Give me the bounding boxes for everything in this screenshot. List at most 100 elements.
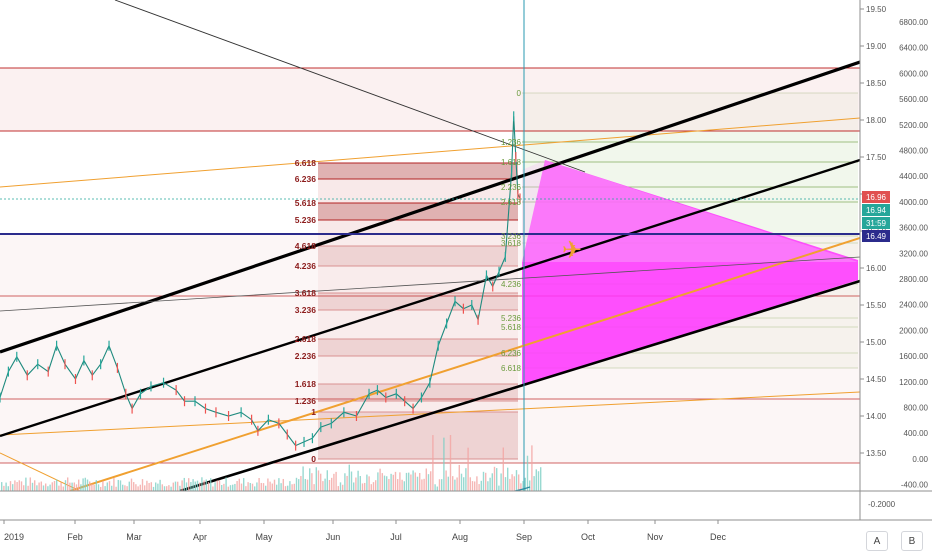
- volume-bar: [100, 486, 102, 491]
- volume-bar: [238, 478, 240, 491]
- volume-bar: [192, 479, 194, 491]
- volume-bar: [280, 483, 282, 491]
- descending-trendline: [114, 0, 586, 173]
- volume-bar: [122, 484, 124, 491]
- price-tick-label: 16.00: [866, 264, 887, 273]
- volume-bar: [324, 478, 326, 491]
- fib-green-level-label: 0: [517, 89, 522, 98]
- volume-bar: [9, 481, 12, 491]
- volume-bar: [344, 473, 346, 491]
- auto-scale-button[interactable]: A: [866, 531, 888, 551]
- fib-red-band: [318, 163, 518, 179]
- volume-bar: [102, 481, 104, 491]
- volume-bar: [31, 482, 34, 491]
- fib-red-level-label: 1.618: [295, 379, 317, 389]
- price-tick-label: 14.50: [866, 375, 887, 384]
- volume-bar: [449, 435, 452, 491]
- volume-bar: [161, 484, 163, 491]
- volume-bar: [518, 474, 520, 491]
- volume-bar: [524, 477, 526, 491]
- volume-bar: [454, 479, 456, 491]
- volume-bar: [315, 467, 317, 491]
- volume-bar: [243, 478, 245, 491]
- volume-bar: [364, 482, 366, 491]
- log-scale-button[interactable]: B: [901, 531, 923, 551]
- volume-bar: [20, 481, 23, 491]
- volume-bar: [311, 473, 313, 491]
- volume-bar: [401, 479, 403, 491]
- volume-bar: [513, 476, 515, 491]
- triangle-upper-shade: [522, 160, 858, 262]
- volume-bar: [509, 478, 511, 491]
- volume-bar: [240, 483, 243, 491]
- volume-bar: [441, 479, 443, 491]
- volume-bar: [234, 483, 236, 491]
- volume-bar: [474, 481, 476, 491]
- volume-bar: [408, 472, 410, 491]
- oscillator-tick-label: -0.2000: [868, 500, 896, 509]
- volume-bar: [507, 467, 509, 491]
- volume-bar: [194, 481, 196, 491]
- volume-bar: [7, 486, 9, 491]
- volume-bar: [93, 484, 95, 491]
- volume-bar: [86, 479, 89, 491]
- volume-bar: [471, 481, 474, 491]
- volume-bar: [309, 468, 311, 491]
- volume-bar: [368, 476, 370, 491]
- fib-red-level-label: 1.236: [295, 396, 317, 406]
- time-tick-label: Jun: [326, 532, 341, 542]
- volume-bar: [403, 481, 405, 491]
- volume-bar: [302, 466, 304, 491]
- orange-trendline-main: [69, 237, 860, 491]
- volume-bar: [181, 480, 183, 491]
- volume-bar: [256, 482, 258, 491]
- time-tick-label: 2019: [4, 532, 24, 542]
- time-tick-label: Mar: [126, 532, 142, 542]
- volume-bar: [119, 480, 122, 491]
- volume-bar: [355, 477, 357, 491]
- volume-bar: [491, 473, 493, 491]
- price-tag-label: 31:59: [866, 219, 887, 228]
- volume-bar: [245, 486, 247, 491]
- volume-bar: [262, 483, 265, 491]
- magenta-triangle-pattern: [522, 160, 858, 385]
- volume-bar: [458, 464, 460, 491]
- volume-bar: [359, 476, 361, 491]
- volume-bar: [337, 486, 339, 491]
- volume-tick-label: 3600.00: [899, 224, 928, 233]
- volume-bar: [25, 477, 27, 491]
- volume-bar: [69, 482, 71, 491]
- time-tick-label: Nov: [647, 532, 664, 542]
- volume-bar: [273, 479, 276, 491]
- time-tick-label: May: [255, 532, 273, 542]
- volume-bar: [267, 478, 269, 491]
- volume-bar: [67, 477, 69, 491]
- plot-area: [0, 0, 860, 491]
- volume-bar: [146, 480, 148, 491]
- price-tick-label: 15.50: [866, 301, 887, 310]
- volume-bar: [304, 478, 306, 491]
- price-tag-background: [862, 191, 890, 203]
- volume-bar: [357, 470, 359, 491]
- volume-bar: [203, 480, 205, 491]
- volume-bar: [287, 485, 289, 491]
- volume-bar: [432, 435, 434, 491]
- volume-bar: [526, 455, 529, 491]
- volume-bar: [29, 477, 31, 491]
- fib-red-level-label: 5.618: [295, 198, 317, 208]
- volume-bar: [152, 486, 155, 491]
- fib-red-level-label: 2.236: [295, 351, 317, 361]
- volume-bar: [293, 483, 295, 491]
- fib-red-level-label: 5.236: [295, 215, 317, 225]
- volume-bar: [64, 480, 67, 491]
- volume-bar: [5, 482, 7, 491]
- volume-bar: [342, 484, 344, 491]
- volume-bar: [150, 482, 152, 491]
- volume-bar: [199, 482, 201, 491]
- volume-bar: [51, 482, 53, 491]
- volume-tick-label: 3200.00: [899, 249, 928, 258]
- fib-green-level-label: 3.618: [501, 239, 522, 248]
- volume-bar: [38, 482, 40, 491]
- volume-bar: [42, 485, 45, 491]
